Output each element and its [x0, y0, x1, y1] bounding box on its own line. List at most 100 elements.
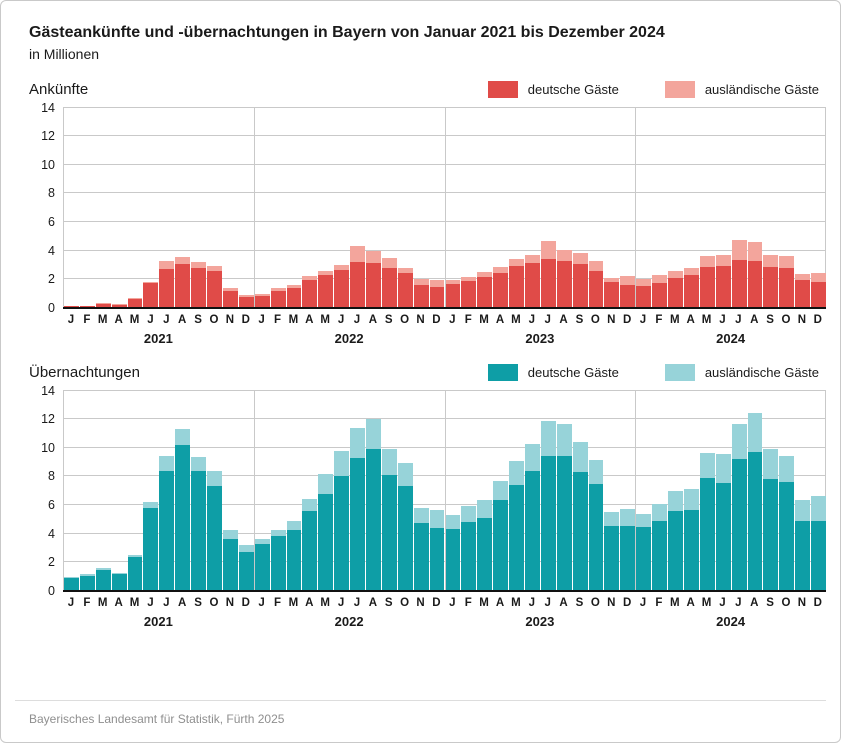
bar-segment-foreign — [699, 256, 715, 267]
bar-2024-m1 — [636, 391, 652, 591]
bar-segment-foreign — [207, 470, 222, 486]
bar-segment-domestic — [222, 539, 238, 591]
bar-2023-m7 — [540, 108, 556, 308]
bar-segment-foreign — [477, 271, 493, 277]
bar-2022-m2 — [270, 391, 286, 591]
month-label: J — [258, 596, 265, 609]
bar-segment-domestic — [159, 269, 175, 308]
month-label: S — [766, 313, 774, 326]
bar-2024-m2 — [652, 391, 668, 591]
bar-segment-foreign — [636, 513, 652, 528]
bar-segment-foreign — [620, 276, 636, 285]
bar-2022-m8 — [366, 108, 381, 308]
bar-segment-foreign — [572, 253, 588, 265]
month-label: S — [384, 596, 393, 609]
month-label: M — [129, 596, 140, 609]
bar-2024-m3 — [668, 108, 683, 308]
bar-segment-foreign — [604, 277, 620, 282]
bar-2022-m10 — [397, 108, 413, 308]
bar-2021-m11 — [222, 391, 238, 591]
y-tick-label: 12 — [41, 129, 55, 144]
y-tick-label: 10 — [41, 157, 55, 172]
bar-segment-foreign — [334, 451, 350, 476]
bar-segment-foreign — [366, 250, 381, 264]
bar-segment-foreign — [111, 572, 127, 575]
bar-segment-domestic — [604, 525, 620, 591]
bar-segment-domestic — [795, 279, 811, 308]
bar-2023-m4 — [493, 108, 509, 308]
bar-segment-domestic — [524, 262, 540, 308]
bar-segment-domestic — [79, 575, 95, 591]
bar-segment-domestic — [318, 493, 334, 591]
bar-segment-foreign — [429, 510, 445, 528]
bar-segment-domestic — [620, 284, 636, 308]
bar-segment-foreign — [95, 303, 111, 304]
year-divider-line — [63, 107, 64, 308]
page-title: Gästeankünfte und -übernachtungen in Bay… — [29, 24, 665, 41]
bar-segment-foreign — [127, 298, 143, 299]
bar-segment-foreign — [445, 514, 461, 530]
overnight-y-axis: 0 2 4 6 8 10 12 14 — [29, 384, 55, 598]
bar-2024-m5 — [699, 108, 715, 308]
month-label: A — [368, 596, 378, 609]
bar-2024-m10 — [779, 108, 795, 308]
bar-segment-foreign — [636, 279, 652, 286]
bar-segment-foreign — [588, 459, 604, 484]
bar-segment-foreign — [477, 500, 493, 518]
bar-segment-foreign — [302, 499, 318, 512]
bar-2023-m5 — [509, 391, 524, 591]
bar-segment-domestic — [524, 470, 540, 591]
month-label: N — [225, 596, 234, 609]
bar-segment-foreign — [127, 554, 143, 558]
bar-segment-domestic — [699, 266, 715, 308]
month-label: J — [528, 596, 535, 609]
source-note: Bayerisches Landesamt für Statistik, Für… — [15, 700, 826, 742]
month-label: N — [416, 313, 425, 326]
bar-segment-domestic — [652, 283, 668, 308]
bar-segment-foreign — [668, 270, 683, 279]
bar-2024-m6 — [715, 391, 731, 591]
bar-segment-foreign — [604, 512, 620, 526]
month-label: N — [607, 313, 616, 326]
bar-2024-m2 — [652, 108, 668, 308]
overnight-year-axis: 2021 2022 2023 2024 — [63, 614, 826, 630]
bar-segment-foreign — [254, 293, 270, 296]
legend-label-foreign: ausländische Gäste — [704, 365, 819, 381]
month-label: J — [719, 596, 726, 609]
month-label: M — [511, 596, 521, 609]
month-label: O — [590, 596, 600, 609]
bar-2023-m5 — [509, 108, 524, 308]
bar-segment-foreign — [381, 449, 397, 475]
bar-2022-m10 — [397, 391, 413, 591]
bar-segment-domestic — [747, 452, 763, 591]
bar-segment-foreign — [509, 460, 524, 485]
month-label: S — [575, 313, 584, 326]
bar-segment-foreign — [795, 274, 811, 280]
bar-segment-foreign — [763, 448, 779, 479]
month-label: O — [209, 596, 219, 609]
month-label: M — [129, 313, 140, 326]
bar-2024-m8 — [747, 108, 763, 308]
bar-segment-domestic — [366, 263, 381, 308]
bar-2021-m12 — [238, 108, 254, 308]
month-label: O — [781, 313, 791, 326]
bar-2023-m3 — [477, 391, 493, 591]
bar-segment-domestic — [811, 281, 826, 308]
bar-segment-domestic — [397, 486, 413, 591]
bar-2021-m11 — [222, 108, 238, 308]
bar-segment-domestic — [795, 520, 811, 591]
y-tick-label: 10 — [41, 440, 55, 455]
bar-2022-m11 — [413, 108, 429, 308]
month-label: J — [544, 596, 551, 609]
y-tick-label: 8 — [48, 186, 55, 201]
month-label: A — [750, 313, 759, 326]
bar-segment-foreign — [763, 254, 779, 267]
bar-segment-domestic — [254, 295, 270, 308]
bar-2021-m8 — [175, 108, 191, 308]
arrivals-chart-title: Ankünfte — [29, 81, 89, 99]
month-label: J — [449, 313, 456, 326]
bar-segment-foreign — [159, 456, 175, 471]
year-divider-line — [253, 390, 255, 591]
